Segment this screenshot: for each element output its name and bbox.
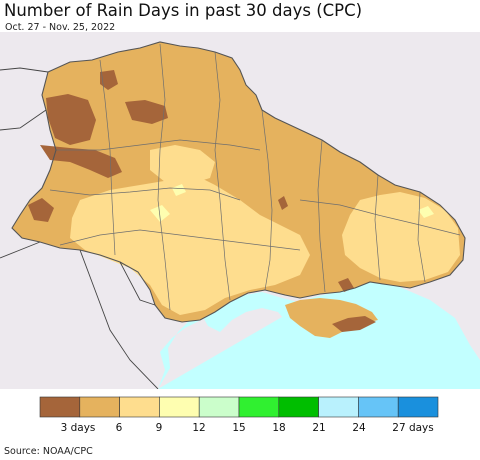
date-range: Oct. 27 - Nov. 25, 2022 (5, 22, 116, 33)
legend-tick-label: 15 (232, 422, 246, 434)
source-credit: Source: NOAA/CPC (4, 446, 93, 457)
dry-spot-crimea (332, 316, 376, 332)
legend (39, 396, 439, 418)
legend-swatch-4 (198, 396, 240, 418)
legend-tick-label: 3 days (60, 422, 96, 434)
oblast-borders (49, 43, 461, 311)
dry-spot-northwest (46, 94, 96, 145)
rain-days-map (0, 32, 480, 389)
legend-tick-label: 24 (352, 422, 366, 434)
light-zone-pale (150, 184, 434, 222)
legend-tick-label: 12 (192, 422, 206, 434)
light-zone-center (70, 175, 310, 315)
legend-swatch-7 (318, 396, 359, 418)
legend-swatch-8 (358, 396, 399, 418)
legend-swatches (39, 396, 439, 418)
legend-swatch-9 (397, 396, 439, 418)
legend-swatch-3 (159, 396, 200, 418)
legend-swatch-5 (238, 396, 280, 418)
legend-tick-label: 18 (272, 422, 286, 434)
legend-swatch-2 (119, 396, 160, 418)
map-title: Number of Rain Days in past 30 days (CPC… (4, 1, 363, 20)
dry-spot-east (278, 196, 354, 292)
legend-swatch-0 (39, 396, 81, 418)
national-border (11, 41, 466, 323)
legend-tick-label: 27 days (392, 422, 434, 434)
neighbor-borders (0, 67, 159, 389)
dry-spot-west-band (40, 145, 122, 178)
legend-tick-label: 21 (312, 422, 326, 434)
light-zone-north (150, 145, 215, 184)
dry-spot-north (125, 100, 168, 124)
legend-tick-label: 9 (155, 422, 163, 434)
crimea (285, 298, 378, 338)
legend-swatch-6 (278, 396, 319, 418)
legend-tick-label: 6 (115, 422, 123, 434)
dry-spot-southwest (28, 198, 54, 222)
dry-spot-north-small (100, 70, 118, 90)
legend-swatch-1 (79, 396, 120, 418)
